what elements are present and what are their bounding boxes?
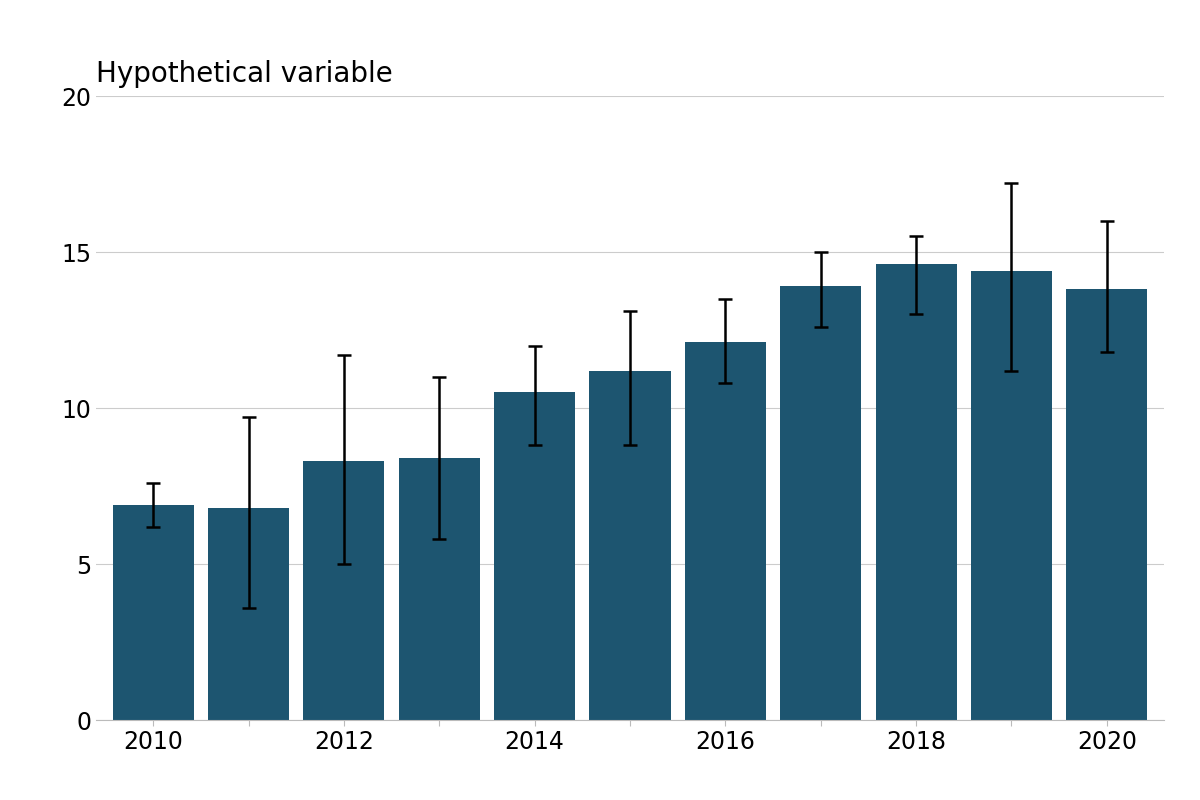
- Bar: [685, 342, 766, 720]
- Bar: [1067, 290, 1147, 720]
- Bar: [398, 458, 480, 720]
- Bar: [494, 392, 575, 720]
- Bar: [113, 505, 193, 720]
- Bar: [971, 270, 1052, 720]
- Text: Hypothetical variable: Hypothetical variable: [96, 60, 392, 88]
- Bar: [589, 370, 671, 720]
- Bar: [208, 508, 289, 720]
- Bar: [304, 461, 384, 720]
- Bar: [780, 286, 862, 720]
- Bar: [876, 265, 956, 720]
